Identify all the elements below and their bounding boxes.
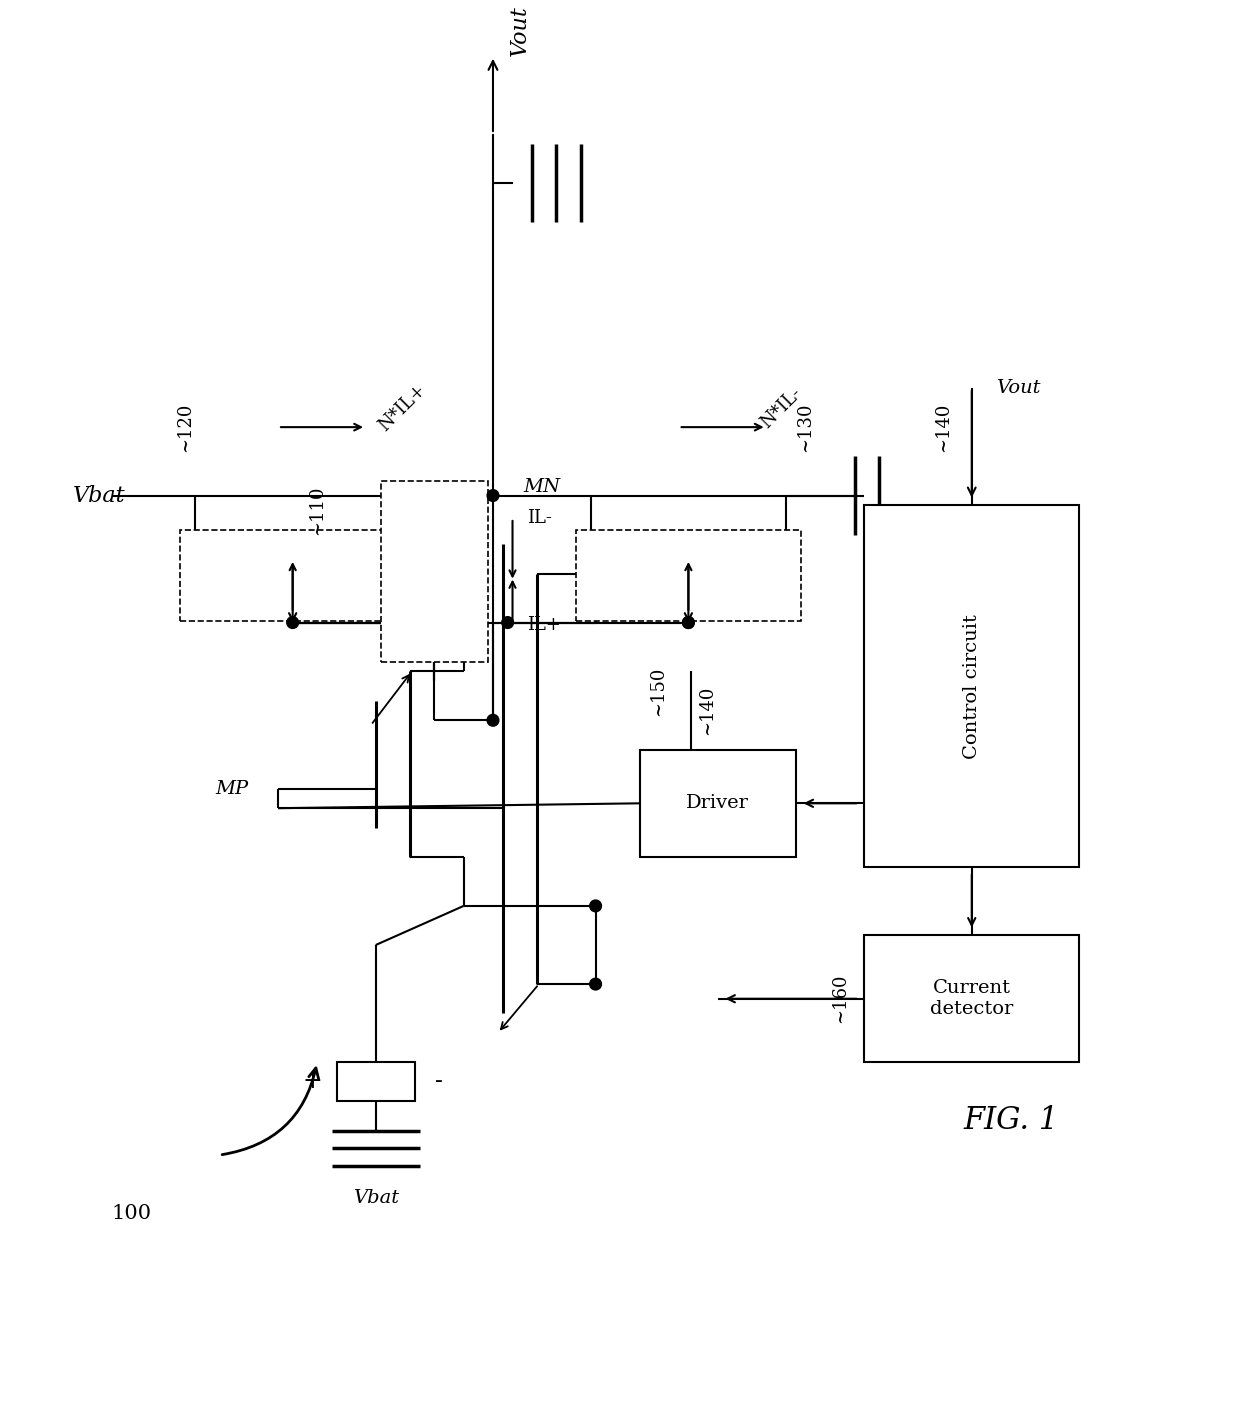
Text: N*IL+: N*IL+ bbox=[376, 380, 430, 434]
Text: ~140: ~140 bbox=[934, 403, 952, 452]
Bar bbox=[864, 505, 1079, 867]
Text: -: - bbox=[435, 1070, 443, 1093]
Text: +: + bbox=[303, 1070, 322, 1093]
Text: Vbat: Vbat bbox=[73, 485, 125, 506]
Text: ~150: ~150 bbox=[650, 666, 667, 715]
Text: Driver: Driver bbox=[686, 795, 749, 812]
Circle shape bbox=[590, 978, 601, 990]
Circle shape bbox=[487, 489, 498, 502]
Circle shape bbox=[590, 901, 601, 912]
Circle shape bbox=[286, 617, 299, 628]
Bar bbox=[640, 749, 796, 857]
Circle shape bbox=[502, 617, 513, 628]
Circle shape bbox=[682, 617, 694, 628]
Bar bbox=[864, 935, 1079, 1062]
Text: Nout: Nout bbox=[463, 554, 480, 604]
Text: MN: MN bbox=[523, 478, 560, 495]
Text: ~140: ~140 bbox=[698, 686, 717, 735]
Text: Vout: Vout bbox=[510, 6, 531, 55]
Text: N*IL-: N*IL- bbox=[756, 383, 805, 431]
Bar bbox=[336, 1062, 415, 1102]
Text: 100: 100 bbox=[112, 1205, 151, 1223]
Text: ~110: ~110 bbox=[308, 485, 326, 534]
Circle shape bbox=[682, 617, 694, 628]
Text: ~160: ~160 bbox=[832, 974, 849, 1024]
Text: Vout: Vout bbox=[996, 379, 1040, 397]
Text: IL+: IL+ bbox=[527, 617, 560, 635]
Text: ~120: ~120 bbox=[176, 403, 195, 452]
Text: IL-: IL- bbox=[527, 509, 552, 527]
Bar bbox=[381, 481, 489, 662]
Bar bbox=[577, 530, 801, 621]
Text: MP: MP bbox=[216, 779, 249, 797]
Text: Current
detector: Current detector bbox=[930, 980, 1013, 1018]
Text: Vbat: Vbat bbox=[352, 1189, 399, 1208]
Text: ~130: ~130 bbox=[796, 403, 813, 452]
Bar bbox=[180, 530, 405, 621]
FancyArrowPatch shape bbox=[222, 1068, 319, 1155]
Circle shape bbox=[487, 714, 498, 727]
Text: Control circuit: Control circuit bbox=[962, 614, 981, 758]
Text: FIG. 1: FIG. 1 bbox=[963, 1106, 1059, 1137]
